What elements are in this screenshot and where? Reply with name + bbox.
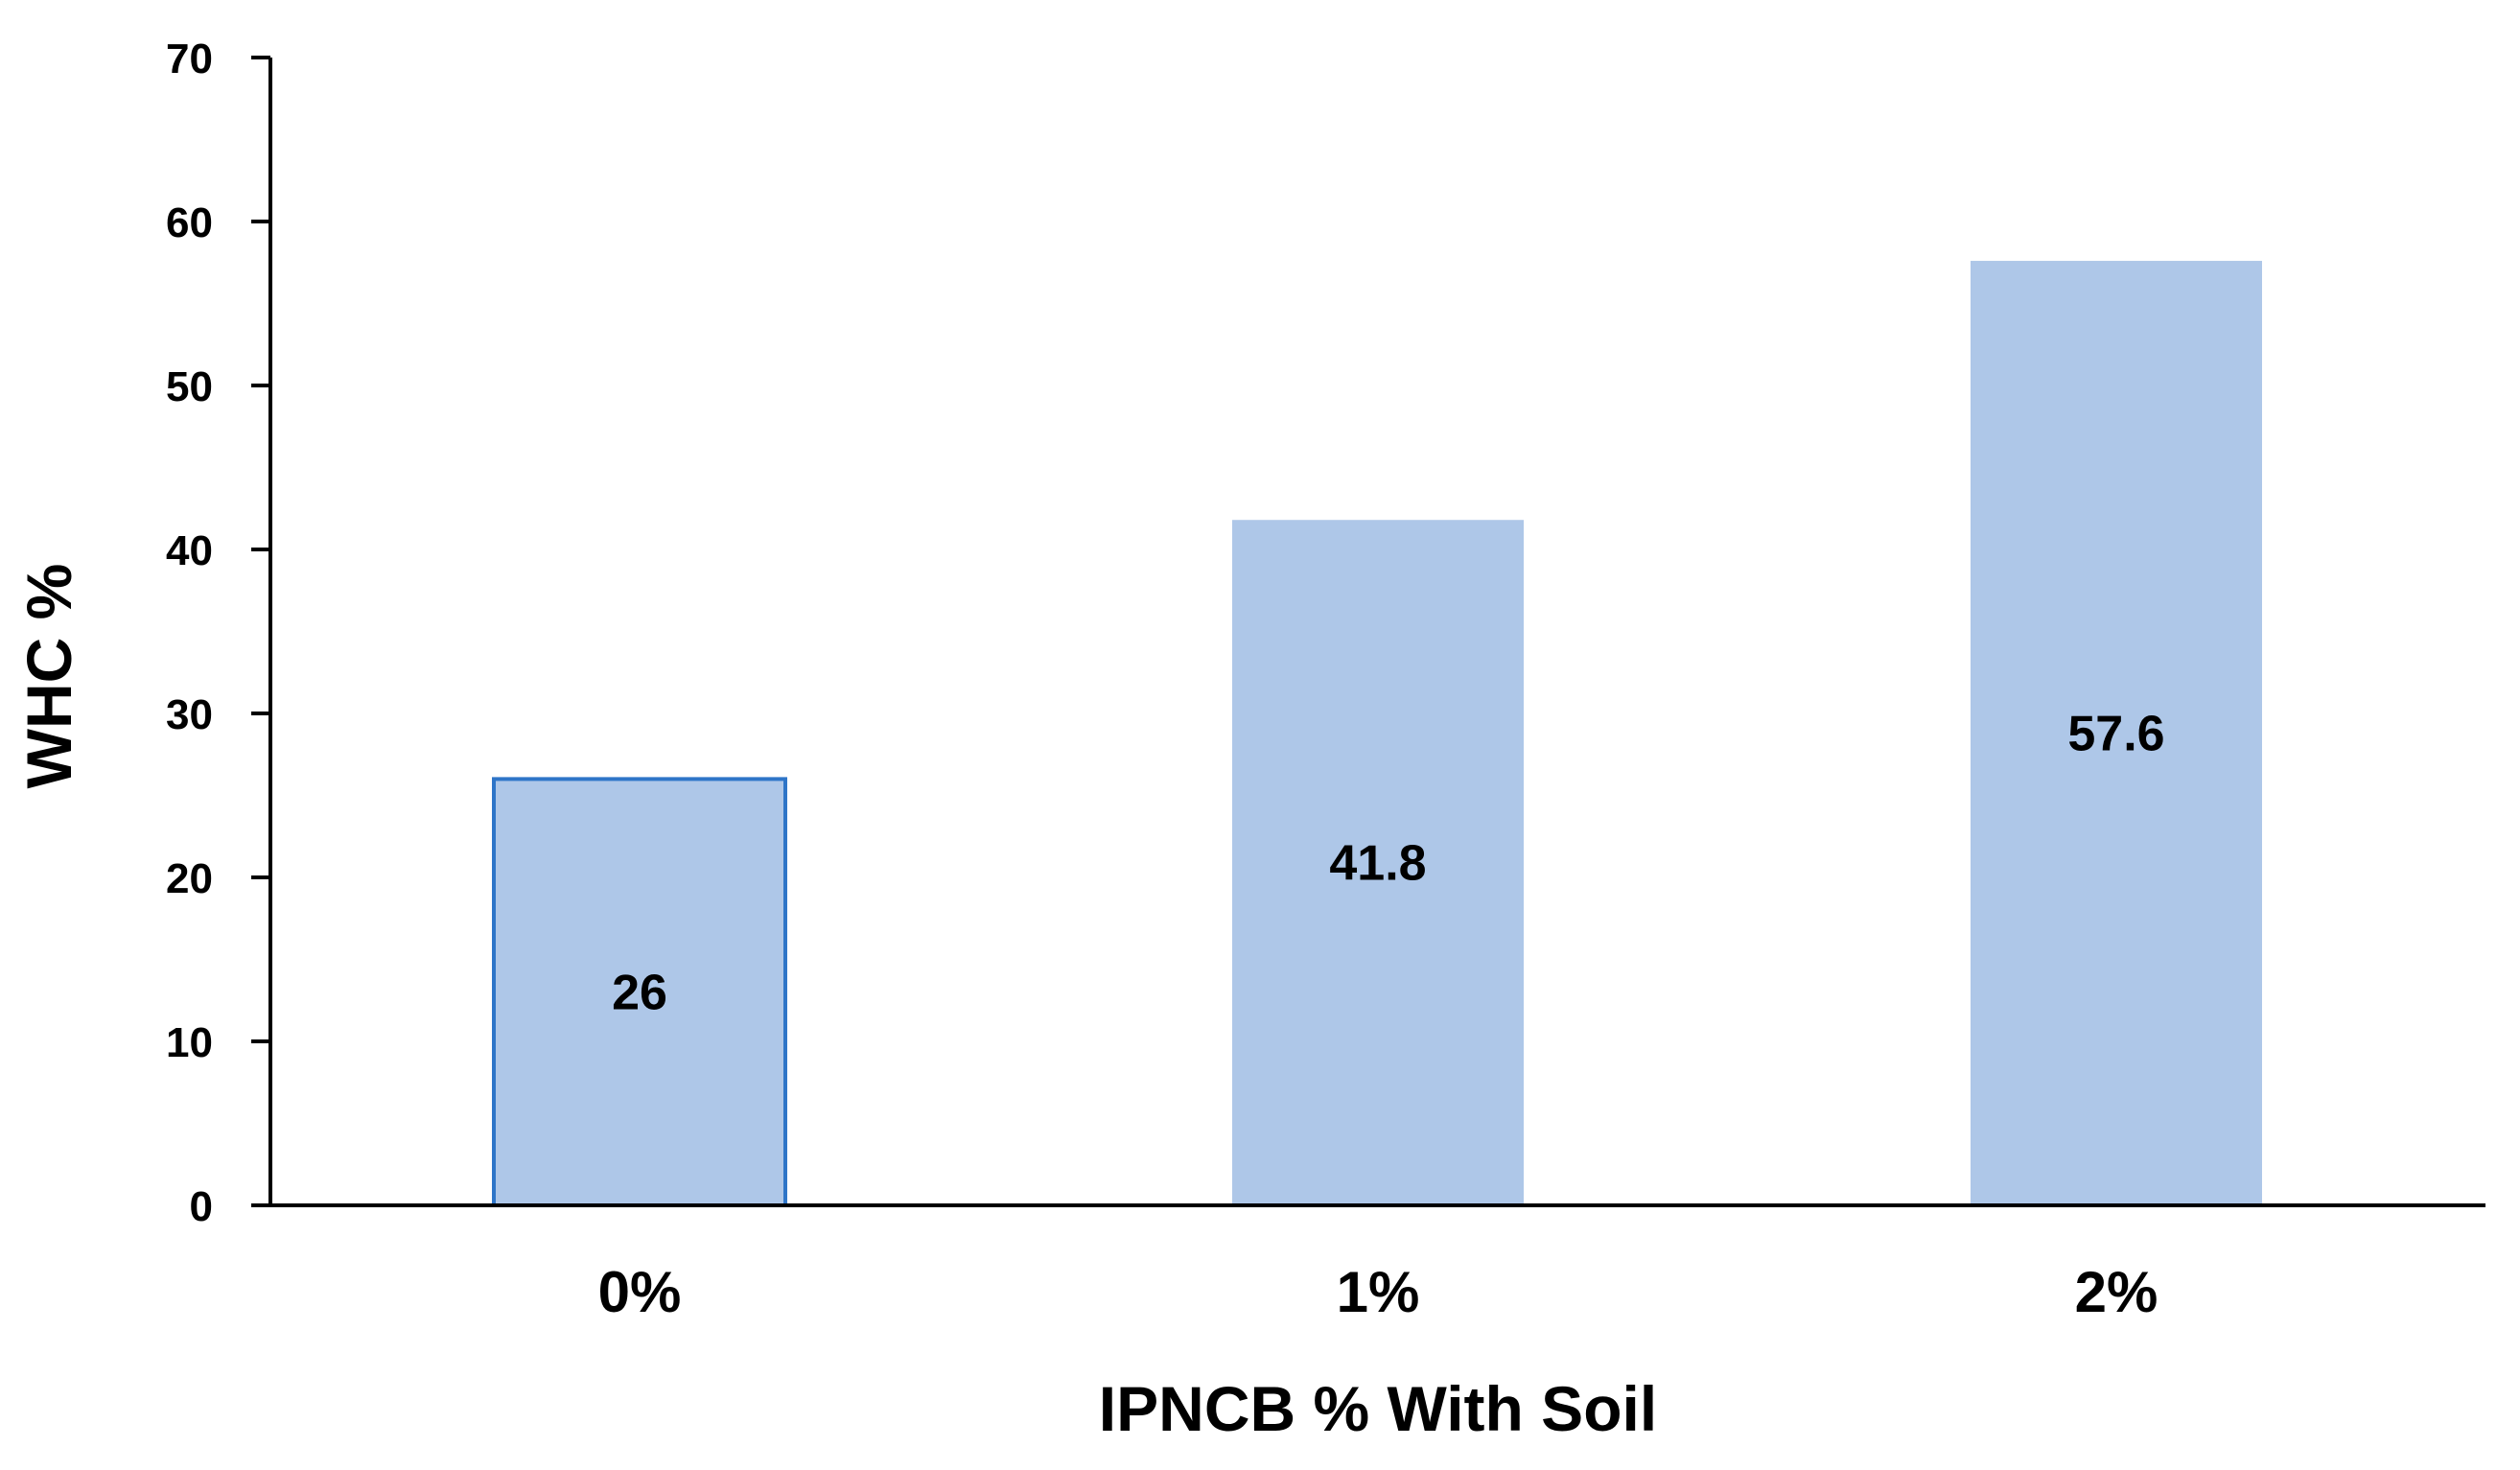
- y-axis-title: WHC %: [13, 564, 84, 789]
- x-axis-title: IPNCB % With Soil: [1099, 1373, 1657, 1444]
- data-label-0: 26: [612, 966, 667, 1021]
- x-tick-label-2: 2%: [2075, 1260, 2158, 1324]
- x-tick-label-1: 1%: [1337, 1260, 1420, 1324]
- data-label-2: 57.6: [2067, 707, 2164, 762]
- labels-layer: 26 0% 41.8 1% 57.6 2% 0 10 20 30 40 50 60 70: [166, 35, 2165, 1324]
- y-tick-label-4: 40: [166, 527, 213, 574]
- axes-layer: [251, 56, 2485, 1207]
- bar-0: [492, 777, 787, 1208]
- bar-2: [1971, 261, 2262, 1205]
- y-tick-label-5: 50: [166, 363, 213, 410]
- y-tick-label-6: 60: [166, 199, 213, 246]
- y-tick-label-7: 70: [166, 35, 213, 82]
- y-tick-label-3: 30: [166, 691, 213, 738]
- y-tick-label-0: 0: [190, 1183, 213, 1230]
- y-tick-label-2: 20: [166, 855, 213, 902]
- bar-1: [1232, 520, 1524, 1205]
- data-label-1: 41.8: [1329, 836, 1426, 892]
- y-tick-label-1: 10: [166, 1019, 213, 1066]
- x-tick-label-0: 0%: [598, 1260, 682, 1324]
- bars-layer: [492, 261, 2262, 1208]
